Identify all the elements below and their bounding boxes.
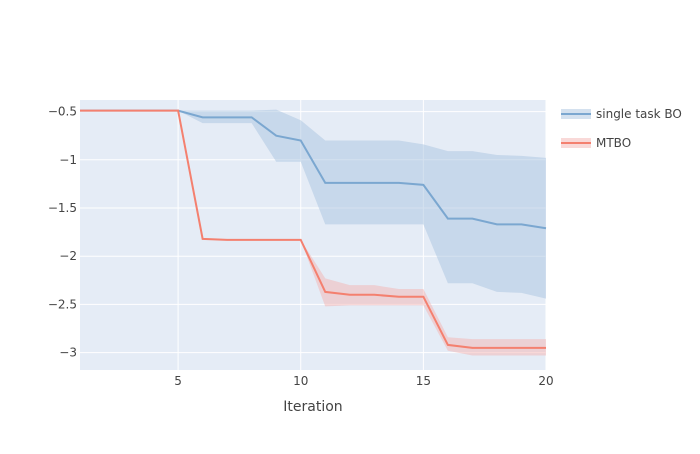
x-tick-label: 20 <box>538 374 553 388</box>
y-tick-label: −0.5 <box>48 105 77 119</box>
legend-label: single task BO <box>596 107 682 121</box>
mtbo-line <box>80 109 546 349</box>
single-task-bo-band <box>80 109 546 299</box>
y-axis-ticks: −0.5 −1 −1.5 −2 −2.5 −3 <box>48 105 77 360</box>
x-tick-label: 15 <box>416 374 431 388</box>
x-tick-label: 5 <box>174 374 182 388</box>
legend-label: MTBO <box>596 136 631 150</box>
confidence-bands <box>80 109 546 356</box>
y-tick-label: −1 <box>59 153 77 167</box>
y-tick-label: −3 <box>59 346 77 360</box>
legend-item-mtbo[interactable]: MTBO <box>561 136 631 150</box>
y-tick-label: −1.5 <box>48 201 77 215</box>
legend[interactable]: single task BO MTBO <box>561 107 682 150</box>
x-axis-title: Iteration <box>283 399 342 415</box>
series-lines <box>80 109 547 349</box>
x-axis-ticks: 5 10 15 20 <box>174 374 553 388</box>
y-tick-label: −2.5 <box>48 297 77 311</box>
x-tick-label: 10 <box>293 374 308 388</box>
y-tick-label: −2 <box>59 249 77 263</box>
legend-item-single-task-bo[interactable]: single task BO <box>561 107 682 121</box>
